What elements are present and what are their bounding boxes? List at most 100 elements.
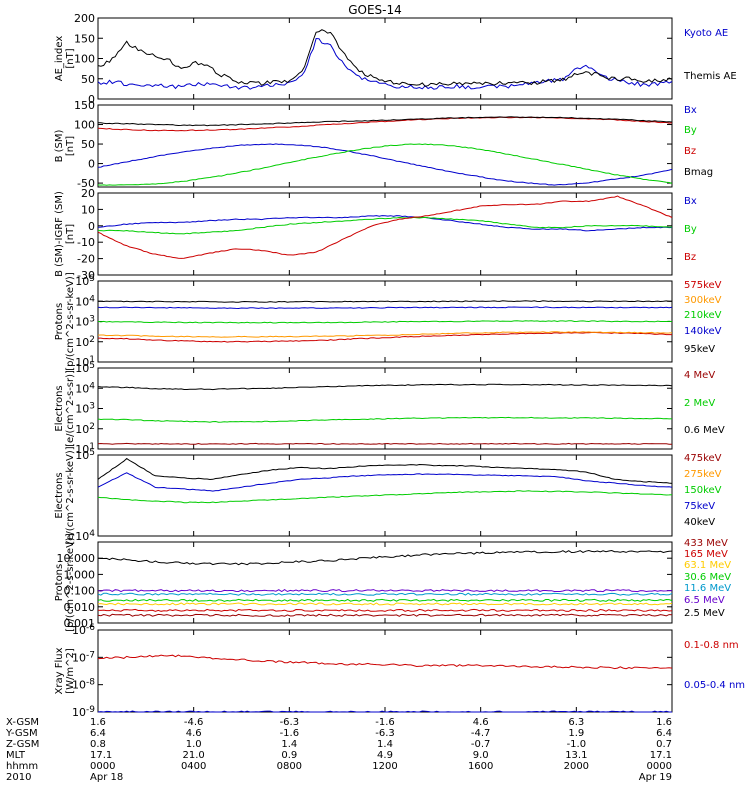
legend-entry: 2.5 MeV — [684, 608, 725, 619]
series-line — [97, 592, 673, 596]
legend-entry: 210keV — [684, 310, 722, 321]
y-tick-label: 20 — [81, 187, 95, 200]
legend-entry: By — [684, 224, 697, 235]
y-tick-label: 10-8 — [72, 678, 95, 692]
series-line — [97, 549, 673, 566]
legend-entry: 6.5 MeV — [684, 595, 725, 606]
x-axis-value: 0800 — [277, 761, 302, 772]
series-line — [97, 416, 673, 423]
panel-7: 0.001 0.010 0.100 1.000 10.000Protons[p/(cm^… — [54, 533, 731, 632]
series-line — [97, 490, 673, 504]
x-axis-value: Apr 18 — [90, 772, 123, 783]
y-tick-label: 0 — [88, 158, 95, 171]
y-axis-label: Protons[p/(cm^2-s-sr-keV)] — [54, 533, 76, 632]
legend-entry: 30.6 MeV — [684, 572, 731, 583]
legend-entry: 95keV — [684, 344, 715, 355]
x-row-label: X-GSM — [6, 717, 39, 728]
x-axis-value: -4.7 — [471, 728, 491, 739]
legend-entry: 11.6 MeV — [684, 583, 731, 594]
y-tick-label: -30 — [77, 269, 95, 282]
y-axis-label: B (SM)[nT] — [54, 129, 76, 162]
x-axis-value: 13.1 — [565, 750, 587, 761]
legend-entry: 140keV — [684, 326, 722, 337]
legend-entry: 40keV — [684, 517, 715, 528]
legend-entry: 2 MeV — [684, 398, 715, 409]
y-tick-label: 103 — [75, 402, 95, 416]
x-axis-value: 0.7 — [656, 739, 672, 750]
y-tick-label: 104 — [75, 294, 95, 308]
panel-8: 10-9 10-8 10-7 10-6 Xray Flux[W/m^2] 0.1-0.8 … — [54, 623, 745, 719]
x-axis-value: 1.6 — [656, 717, 672, 728]
y-tick-label: 10 — [81, 203, 95, 216]
x-axis-value: -1.6 — [375, 717, 395, 728]
y-tick-label: 102 — [75, 422, 95, 436]
series-line — [97, 608, 673, 612]
x-axis-value: -0.7 — [471, 739, 491, 750]
legend-entry: 433 MeV — [684, 538, 728, 549]
x-row-label: hhmm — [6, 761, 38, 772]
x-axis-value: -6.3 — [375, 728, 395, 739]
y-tick-label: 200 — [74, 12, 95, 25]
y-axis-label: Electrons[e/(cm^2-s-sr-keV)] — [54, 446, 76, 544]
series-line — [98, 331, 672, 343]
series-line — [97, 195, 673, 259]
panel-4: 101 102 103 104 105Protons[p/(cm^2-s-sr-keV)… — [54, 272, 722, 371]
legend-entry: 4 MeV — [684, 370, 715, 381]
x-axis-value: 6.3 — [568, 717, 584, 728]
legend-entry: Bx — [684, 196, 697, 207]
x-axis-value: 2000 — [564, 761, 589, 772]
series-line — [97, 598, 673, 602]
panel-1: 0 50 100 150 200 AE_index[nT] Kyoto AE Themis A… — [54, 12, 737, 106]
y-tick-label: 104 — [75, 381, 95, 395]
series-line — [97, 320, 673, 324]
legend-entry: Kyoto AE — [684, 28, 728, 39]
x-row-label: 2010 — [6, 772, 31, 783]
y-tick-label: -10 — [77, 236, 95, 249]
x-axis-value: Apr 19 — [639, 772, 672, 783]
y-tick-label: 150 — [74, 99, 95, 112]
x-axis-value: 1.4 — [281, 739, 297, 750]
panel-3: -30 -20 -10 0 10 20 B (SM)-IGRF (SM)[nT] Bx By Bz — [54, 187, 697, 282]
legend-entry: 165 MeV — [684, 549, 728, 560]
y-tick-label: 105 — [75, 274, 95, 288]
y-tick-label: 101 — [75, 355, 95, 369]
y-tick-label: -50 — [77, 177, 95, 190]
legend-entry: 475keV — [684, 453, 722, 464]
x-axis-value: -1.6 — [280, 728, 300, 739]
y-tick-label: 100 — [74, 53, 95, 66]
x-axis-table: X-GSMY-GSMZ-GSMMLThhmm20101.66.40.817.10… — [5, 717, 672, 783]
legend-entry: Bx — [684, 105, 697, 116]
x-axis-value: 1.9 — [568, 728, 584, 739]
chart-title: GOES-14 — [348, 3, 402, 17]
y-tick-label: 100 — [74, 119, 95, 132]
panel-frame — [97, 629, 673, 713]
y-axis-label: AE_index[nT] — [54, 36, 76, 82]
series-line — [97, 588, 673, 593]
y-tick-label: 105 — [75, 448, 95, 462]
series-line — [97, 143, 673, 186]
x-row-label: MLT — [6, 750, 26, 761]
y-axis-label: Protons[p/(cm^2-s-sr-keV)] — [54, 272, 76, 371]
y-tick-label: 103 — [75, 315, 95, 329]
y-tick-label: 10-6 — [72, 623, 95, 637]
series-line — [97, 472, 673, 492]
x-axis-value: 9.0 — [473, 750, 489, 761]
x-axis-value: 6.4 — [90, 728, 106, 739]
x-row-label: Z-GSM — [6, 739, 39, 750]
x-axis-value: 1.4 — [377, 739, 393, 750]
x-axis-value: 17.1 — [650, 750, 672, 761]
legend-entry: 300keV — [684, 295, 722, 306]
x-axis-value: 4.6 — [473, 717, 489, 728]
series-line — [97, 29, 673, 87]
y-tick-label: 1.000 — [64, 568, 96, 581]
series-line — [97, 442, 672, 445]
y-tick-label: 150 — [74, 32, 95, 45]
y-tick-label: 105 — [75, 361, 95, 375]
x-axis-value: -4.6 — [184, 717, 204, 728]
panel-frame — [97, 17, 673, 100]
y-tick-label: 0 — [88, 220, 95, 233]
x-row-label: Y-GSM — [5, 728, 38, 739]
